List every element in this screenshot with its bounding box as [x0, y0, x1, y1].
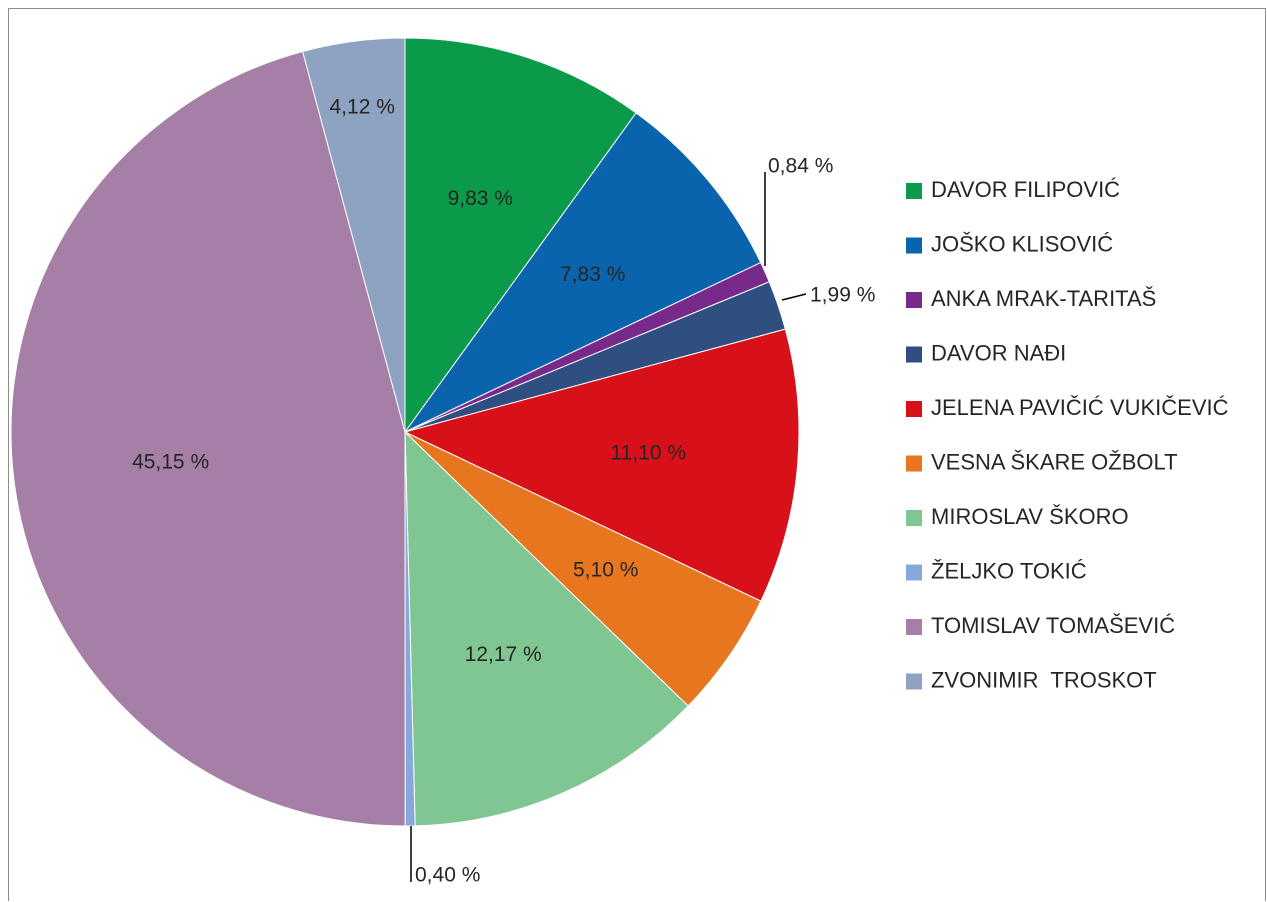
chart-frame: [8, 8, 1266, 901]
legend-label: ZVONIMIR TROSKOT: [931, 667, 1157, 692]
slice-tomislav-tomasevic: [10, 50, 406, 827]
slice-label-josko-klisovic: 7,83 %: [560, 263, 625, 286]
legend: DAVOR FILIPOVIĆ JOŠKO KLISOVIĆ ANKA MRAK-T…: [906, 177, 1229, 692]
legend-label: DAVOR NAĐI: [931, 340, 1066, 365]
slice-jelena-pavicic-vukicevic: [403, 328, 800, 602]
slice-label-zvonimir-troskot: 4,12 %: [330, 95, 395, 118]
legend-item-zeljko-tokic: ŽELJKO TOKIĆ: [906, 558, 1087, 583]
pie-slices: [10, 37, 800, 827]
leader-lines: [410, 172, 807, 882]
legend-item-vesna-skare-ozbolt: VESNA ŠKARE OŽBOLT: [906, 449, 1178, 474]
legend-swatch: [906, 346, 922, 363]
slice-label-jelena-pavicic-vukicevic: 11,10 %: [611, 441, 687, 464]
legend-label: JELENA PAVIČIĆ VUKIČEVIĆ: [931, 395, 1229, 420]
slice-label-vesna-skare-ozbolt: 5,10 %: [573, 559, 638, 582]
legend-swatch: [906, 619, 922, 635]
legend-swatch: [906, 673, 922, 690]
legend-item-tomislav-tomasevic: TOMISLAV TOMAŠEVIĆ: [906, 613, 1175, 638]
slice-label-davor-filipovic: 9,83 %: [448, 187, 513, 210]
legend-item-zvonimir-troskot: ZVONIMIR TROSKOT: [906, 667, 1157, 692]
legend-label: DAVOR FILIPOVIĆ: [931, 177, 1120, 202]
legend-swatch: [906, 237, 922, 254]
legend-swatch: [906, 510, 922, 526]
legend-swatch: [906, 455, 922, 472]
slice-josko-klisovic: [404, 112, 762, 433]
slice-davor-filipovic: [404, 37, 637, 434]
slice-miroslav-skoro: [404, 430, 689, 827]
legend-swatch: [906, 292, 922, 308]
legend-item-miroslav-skoro: MIROSLAV ŠKORO: [906, 504, 1129, 529]
slice-label-davor-nadi: 1,99 %: [810, 284, 875, 307]
legend-label: ANKA MRAK-TARITAŠ: [931, 286, 1156, 311]
legend-label: TOMISLAV TOMAŠEVIĆ: [931, 613, 1175, 638]
legend-label: JOŠKO KLISOVIĆ: [931, 231, 1113, 256]
slice-label-zeljko-tokic: 0,40 %: [415, 864, 480, 887]
slice-label-anka-mrak-taritas: 0,84 %: [768, 155, 833, 178]
legend-item-anka-mrak-taritas: ANKA MRAK-TARITAŠ: [906, 286, 1156, 311]
legend-label: ŽELJKO TOKIĆ: [931, 558, 1087, 583]
slice-label-tomislav-tomasevic: 45,15 %: [132, 451, 209, 474]
legend-item-davor-filipovic: DAVOR FILIPOVIĆ: [906, 177, 1120, 202]
legend-item-jelena-pavicic-vukicevic: JELENA PAVIČIĆ VUKIČEVIĆ: [906, 395, 1229, 420]
leader-line-davor-nadi: [781, 293, 807, 301]
legend-label: MIROSLAV ŠKORO: [931, 504, 1129, 529]
legend-item-davor-nadi: DAVOR NAĐI: [906, 340, 1066, 365]
legend-item-josko-klisovic: JOŠKO KLISOVIĆ: [906, 231, 1113, 256]
legend-swatch: [906, 183, 922, 199]
legend-swatch: [906, 564, 922, 581]
legend-label: VESNA ŠKARE OŽBOLT: [931, 449, 1178, 474]
slice-labels: 9,83 % 7,83 % 0,84 % 1,99 % 11,10 % 5,10 % 12,…: [132, 95, 875, 886]
slice-zvonimir-troskot: [302, 37, 406, 433]
legend-swatch: [906, 401, 922, 417]
slice-label-miroslav-skoro: 12,17 %: [465, 643, 542, 666]
